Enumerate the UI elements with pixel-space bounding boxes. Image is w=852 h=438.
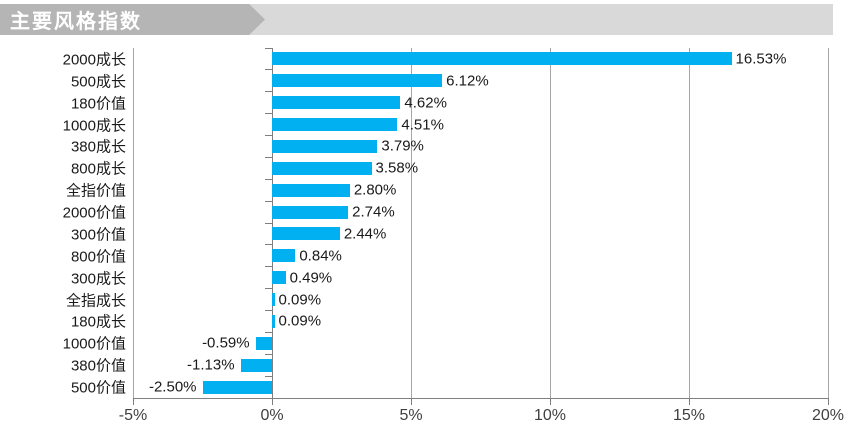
x-gridline (549, 48, 551, 398)
bar-全指价值[interactable] (272, 183, 350, 197)
bar-800价值[interactable] (272, 249, 296, 263)
category-axis-tick (265, 47, 272, 49)
x-gridline (827, 48, 829, 398)
x-gridline (688, 48, 690, 398)
category-axis-tick (265, 222, 272, 224)
x-gridline (132, 48, 134, 398)
category-label: 1000价值 (62, 335, 126, 353)
category-label: 800成长 (70, 160, 126, 178)
bar-380价值[interactable] (240, 358, 272, 372)
data-label: 4.51% (401, 116, 444, 134)
category-label: 180成长 (70, 313, 126, 331)
category-label: 500价值 (70, 379, 126, 397)
value-axis-tick (132, 398, 134, 405)
value-axis-tick (549, 398, 551, 405)
data-label: 4.62% (404, 94, 447, 112)
category-axis-tick (265, 113, 272, 115)
value-axis-line (133, 397, 828, 399)
category-axis-tick (265, 69, 272, 71)
title-banner: 主要风格指数 (0, 4, 852, 35)
data-label: -2.50% (148, 378, 197, 396)
category-label: 1000成长 (62, 117, 126, 135)
bar-2000成长[interactable] (272, 52, 732, 66)
data-label: 2.80% (353, 181, 397, 199)
category-axis-tick (265, 178, 272, 180)
category-axis-tick (265, 244, 272, 246)
banner-arrow-shape: 主要风格指数 (0, 4, 265, 35)
bar-500成长[interactable] (272, 74, 443, 88)
bar-2000价值[interactable] (272, 205, 349, 219)
bar-300价值[interactable] (272, 227, 340, 241)
value-axis-tick (827, 398, 829, 405)
value-axis-tick (410, 398, 412, 405)
value-axis-tick-label: 20% (811, 407, 845, 424)
bar-800成长[interactable] (272, 161, 372, 175)
data-label: 16.53% (735, 50, 787, 68)
value-axis-tick-label: 5% (399, 407, 423, 424)
category-label: 全指价值 (65, 182, 126, 200)
bar-1000价值[interactable] (255, 336, 272, 350)
data-label: 2.44% (343, 225, 387, 243)
data-label: 0.09% (278, 312, 322, 330)
category-axis-tick (265, 353, 272, 355)
data-label: -0.59% (202, 334, 250, 352)
category-axis-tick (265, 331, 272, 333)
category-label: 全指成长 (65, 292, 126, 310)
category-label: 800价值 (70, 248, 126, 266)
bar-180价值[interactable] (272, 96, 401, 110)
category-label: 300价值 (70, 226, 126, 244)
page-title: 主要风格指数 (10, 11, 142, 33)
value-axis-tick-label: 0% (260, 407, 284, 424)
data-label: 2.74% (352, 203, 395, 221)
data-label: -1.13% (187, 356, 235, 374)
value-axis-tick (688, 398, 690, 405)
bar-500价值[interactable] (202, 380, 272, 394)
category-label: 2000成长 (62, 51, 126, 69)
category-axis-tick (265, 91, 272, 93)
data-label: 0.09% (278, 291, 322, 309)
category-axis-tick (265, 266, 272, 268)
category-axis-tick (265, 288, 272, 290)
category-label: 500成长 (70, 73, 126, 91)
category-label: 300成长 (70, 270, 126, 288)
bar-300成长[interactable] (272, 271, 286, 285)
bar-180成长[interactable] (272, 314, 275, 328)
value-axis-tick-label: 15% (672, 407, 706, 424)
category-label: 180价值 (70, 95, 126, 113)
x-gridline (410, 48, 412, 398)
value-axis-tick (271, 398, 273, 405)
bar-380成长[interactable] (272, 139, 378, 153)
category-label: 380价值 (70, 357, 126, 375)
category-axis-tick (265, 135, 272, 136)
category-label: 2000价值 (62, 204, 126, 222)
data-label: 3.79% (381, 137, 424, 155)
data-label: 6.12% (446, 72, 489, 90)
category-axis-tick (265, 397, 272, 399)
category-axis-tick (265, 200, 272, 202)
category-axis-tick (265, 310, 272, 311)
bar-1000成长[interactable] (272, 118, 398, 132)
value-axis-tick-label: -5% (118, 407, 148, 424)
category-axis-tick (265, 156, 272, 158)
category-axis-line (271, 48, 273, 398)
data-label: 0.49% (289, 269, 333, 287)
category-axis-tick (265, 375, 272, 377)
bar-全指成长[interactable] (272, 293, 275, 307)
category-label: 380成长 (70, 138, 126, 156)
value-axis-tick-label: 10% (533, 407, 567, 424)
data-label: 3.58% (375, 159, 419, 177)
data-label: 0.84% (299, 247, 342, 265)
